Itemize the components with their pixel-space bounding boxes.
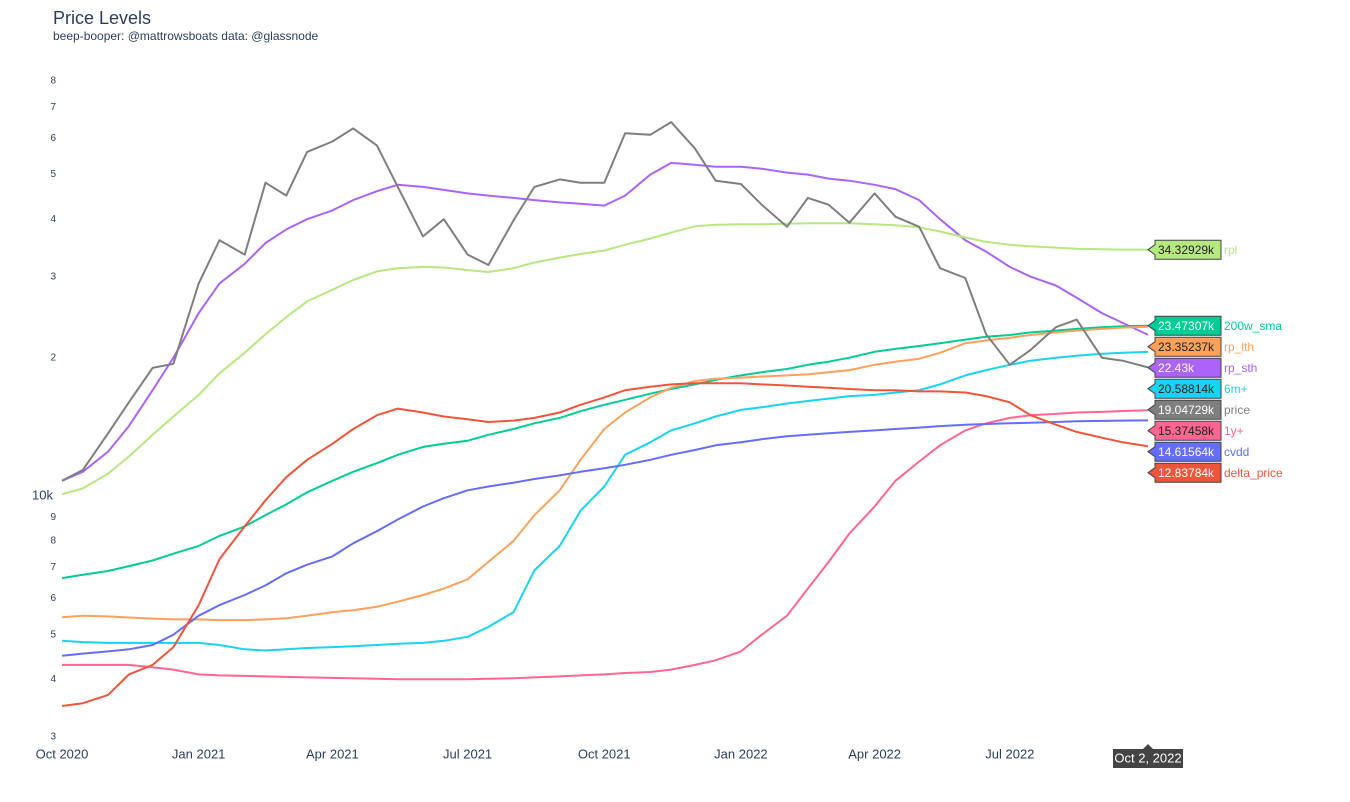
hover-box bbox=[1147, 441, 1222, 462]
hover-value: 23.35237k bbox=[1158, 340, 1215, 354]
y-tick-label: 5 bbox=[50, 629, 56, 640]
y-tick-label: 6 bbox=[50, 593, 56, 604]
x-tick-label: Apr 2021 bbox=[306, 746, 359, 761]
y-tick-label: 7 bbox=[50, 102, 56, 113]
hover-value: 12.83784k bbox=[1158, 466, 1215, 480]
series-line bbox=[61, 222, 1149, 496]
y-tick-label: 9 bbox=[50, 512, 56, 523]
y-tick-label: 8 bbox=[50, 75, 56, 86]
chart-subtitle: beep-booper: @mattrowsboats data: @glass… bbox=[53, 29, 319, 43]
y-tick-label: 3 bbox=[50, 731, 56, 742]
hover-box bbox=[1147, 399, 1222, 420]
series-line bbox=[61, 161, 1149, 482]
y-tick-label: 3 bbox=[50, 271, 56, 282]
hover-box bbox=[1147, 315, 1222, 336]
x-tick-label: Apr 2022 bbox=[848, 746, 901, 761]
hover-name: 1y+ bbox=[1224, 424, 1244, 438]
hover-name: price bbox=[1224, 403, 1250, 417]
chart-title: Price Levels bbox=[53, 8, 151, 28]
y-tick-label: 7 bbox=[50, 562, 56, 573]
y-tick-label: 2 bbox=[50, 352, 56, 363]
x-tick-label: Jul 2022 bbox=[985, 746, 1034, 761]
hover-value: 23.47307k bbox=[1158, 319, 1215, 333]
series-line bbox=[62, 409, 1149, 681]
hover-box bbox=[1147, 336, 1222, 357]
hover-name: rpl bbox=[1224, 243, 1237, 257]
hover-value: 34.32929k bbox=[1158, 243, 1215, 257]
x-tick-label: Jan 2022 bbox=[714, 746, 768, 761]
hover-box bbox=[1147, 239, 1222, 260]
series-line bbox=[61, 325, 1149, 622]
hover-value: 14.61564k bbox=[1158, 445, 1215, 459]
hover-box bbox=[1147, 420, 1222, 441]
hover-name: 200w_sma bbox=[1224, 319, 1282, 333]
hover-box bbox=[1147, 378, 1222, 399]
series-line bbox=[61, 382, 1149, 707]
hover-name: cvdd bbox=[1224, 445, 1249, 459]
hover-box bbox=[1147, 462, 1222, 483]
y-tick-label: 8 bbox=[50, 535, 56, 546]
hover-date: Oct 2, 2022 bbox=[1114, 750, 1181, 765]
series-line bbox=[61, 419, 1149, 657]
hover-name: delta_price bbox=[1224, 466, 1283, 480]
hover-name: rp_lth bbox=[1224, 340, 1254, 354]
hover-value: 19.04729k bbox=[1158, 403, 1215, 417]
series-line bbox=[61, 121, 1149, 482]
x-tick-label: Oct 2020 bbox=[36, 746, 89, 761]
hover-name: 6m+ bbox=[1224, 382, 1248, 396]
x-tick-label: Jul 2021 bbox=[443, 746, 492, 761]
y-tick-label: 6 bbox=[50, 133, 56, 144]
hover-value: 22.43k bbox=[1158, 361, 1195, 375]
x-tick-label: Jan 2021 bbox=[172, 746, 226, 761]
hover-date-box bbox=[1113, 744, 1183, 768]
hover-box bbox=[1147, 357, 1222, 378]
y-tick-label: 4 bbox=[50, 674, 56, 685]
hover-value: 15.37458k bbox=[1158, 424, 1215, 438]
y-tick-label: 10k bbox=[32, 488, 53, 503]
hover-value: 20.58814k bbox=[1158, 382, 1215, 396]
series-line bbox=[61, 350, 1149, 652]
y-tick-label: 5 bbox=[50, 169, 56, 180]
y-tick-label: 4 bbox=[50, 214, 56, 225]
hover-name: rp_sth bbox=[1224, 361, 1257, 375]
x-tick-label: Oct 2021 bbox=[578, 746, 631, 761]
